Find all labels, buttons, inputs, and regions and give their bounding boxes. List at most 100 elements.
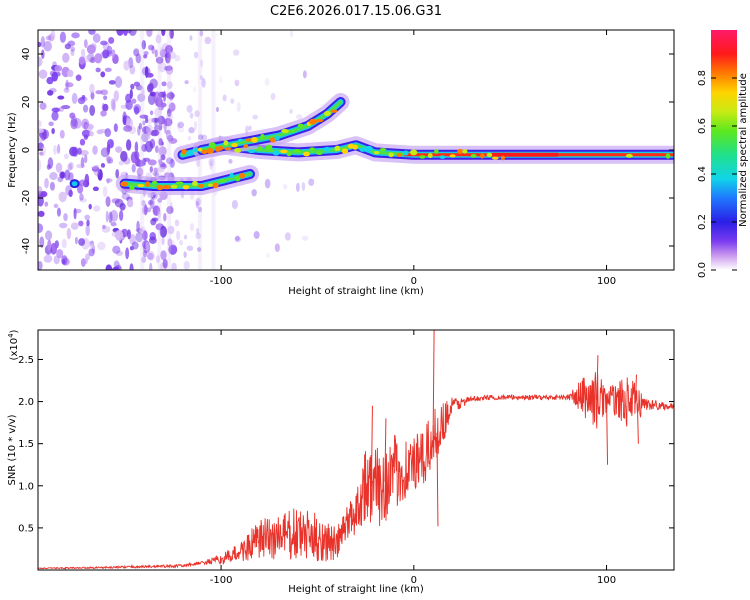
noise-blob <box>89 104 96 116</box>
track-blob <box>198 183 204 189</box>
noise-blob <box>142 54 148 59</box>
noise-blob <box>64 43 72 50</box>
track-blob <box>480 153 485 159</box>
noise-blob <box>97 241 106 251</box>
noise-blob <box>68 189 73 198</box>
noise-blob <box>154 107 163 118</box>
noise-blob <box>153 167 158 173</box>
noise-blob <box>107 143 111 154</box>
noise-blob <box>141 87 145 98</box>
spectrogram-y-label: Frequency (Hz) <box>7 112 18 188</box>
noise-blob <box>149 197 155 210</box>
noise-streak <box>157 30 162 270</box>
noise-blob <box>197 134 204 141</box>
noise-blob <box>252 114 258 120</box>
noise-blob <box>103 95 108 101</box>
noise-blob <box>59 129 65 139</box>
noise-blob <box>102 49 110 59</box>
noise-blob <box>234 79 240 87</box>
track-blob <box>208 142 216 148</box>
noise-blob <box>39 151 44 156</box>
noise-blob <box>283 184 288 190</box>
track-blob <box>396 153 403 157</box>
noise-blob <box>167 225 175 235</box>
track-blob <box>151 180 158 185</box>
noise-blob <box>92 33 101 43</box>
noise-blob <box>144 204 148 216</box>
noise-blob <box>61 238 67 249</box>
track-blob <box>665 153 671 159</box>
track-blob <box>427 153 433 159</box>
noise-blob <box>186 104 193 113</box>
snr-line <box>38 372 674 570</box>
noise-blob <box>86 44 96 55</box>
track-blob <box>238 138 243 142</box>
noise-blob <box>100 71 106 78</box>
noise-blob <box>59 222 68 229</box>
noise-blob <box>109 209 119 222</box>
noise-blob <box>155 56 164 64</box>
noise-blob <box>147 159 157 166</box>
noise-blob <box>58 106 64 112</box>
noise-blob <box>100 89 109 96</box>
noise-blob <box>308 178 315 186</box>
track-blob <box>341 148 349 154</box>
noise-blob <box>70 46 76 52</box>
noise-blob <box>94 53 103 64</box>
noise-blob <box>135 231 144 243</box>
noise-blob <box>251 189 257 197</box>
noise-blob <box>141 143 148 152</box>
noise-blob <box>47 239 52 251</box>
colorbar-tick-label: 0.8 <box>697 70 708 86</box>
track-blob <box>297 123 304 128</box>
noise-blob <box>135 53 142 64</box>
track-blob <box>212 182 219 189</box>
noise-blob <box>131 98 137 104</box>
noise-blob <box>296 114 303 120</box>
noise-blob <box>50 243 58 255</box>
noise-blob <box>114 265 122 270</box>
track-blob <box>192 180 198 187</box>
noise-blob <box>166 206 174 215</box>
noise-blob <box>134 106 140 115</box>
y-tick-label: 0 <box>21 147 32 153</box>
noise-blob <box>38 159 42 172</box>
noise-blob <box>80 48 86 57</box>
noise-blob <box>55 162 63 173</box>
noise-blob <box>167 238 173 248</box>
snr-line-group <box>38 330 674 570</box>
noise-blob <box>89 131 94 137</box>
noise-blob <box>183 260 190 270</box>
noise-blob <box>56 144 61 154</box>
spectrogram-x-ticks: -100 0 100 <box>210 30 616 287</box>
noise-blob <box>125 139 132 151</box>
noise-blob <box>164 65 173 71</box>
track-blob <box>223 140 229 146</box>
noise-blob <box>102 224 106 230</box>
noise-blob <box>148 44 155 51</box>
track-blob <box>492 156 499 160</box>
noise-blob <box>138 122 143 130</box>
noise-blob <box>91 166 100 172</box>
noise-blob <box>89 242 95 249</box>
noise-blob <box>157 197 163 203</box>
noise-blob <box>46 76 54 85</box>
noise-blob <box>142 120 146 126</box>
track-blob <box>243 144 249 149</box>
noise-blob <box>38 119 42 128</box>
noise-blob <box>136 167 144 177</box>
track-blob <box>324 110 332 117</box>
noise-blob <box>144 117 149 124</box>
noise-blob <box>129 64 136 75</box>
noise-blob <box>160 154 166 161</box>
noise-blob <box>115 146 123 153</box>
noise-blob <box>59 31 67 43</box>
noise-blob <box>113 90 119 102</box>
noise-blob <box>108 80 116 85</box>
noise-blob <box>88 203 92 210</box>
noise-blob <box>171 262 177 270</box>
noise-blob <box>176 122 181 129</box>
noise-blob <box>108 211 113 224</box>
snr-peak <box>596 355 599 400</box>
noise-blob <box>231 199 239 210</box>
